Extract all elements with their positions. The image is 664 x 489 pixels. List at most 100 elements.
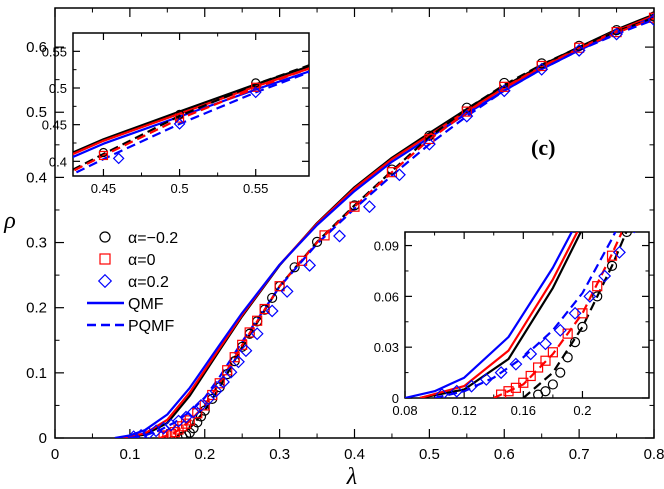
data-point-square <box>525 370 536 382</box>
data-point-square <box>532 362 544 373</box>
x-tick-label: 0.55 <box>243 181 268 196</box>
data-point-square <box>547 347 558 358</box>
data-point-square <box>192 408 203 419</box>
data-point-circle <box>577 321 588 332</box>
data-point-square <box>518 377 529 388</box>
legend-marker-circle <box>99 231 111 243</box>
data-point-square <box>174 113 185 123</box>
x-tick-label: 0.12 <box>451 403 476 418</box>
data-point-square <box>98 150 109 161</box>
y-tick-label: 0 <box>39 430 47 447</box>
data-point-square <box>574 42 585 53</box>
data-point-diamond <box>479 372 493 386</box>
data-point-diamond <box>134 428 148 438</box>
data-point-square <box>274 281 285 292</box>
data-point-diamond <box>127 430 141 438</box>
y-tick-label: 0.5 <box>26 104 47 121</box>
data-point-square <box>496 389 507 398</box>
x-tick-label: 0 <box>51 446 59 463</box>
data-point-diamond <box>216 375 230 389</box>
data-point-diamond <box>568 306 582 320</box>
y-tick-label: 0.09 <box>374 239 399 254</box>
x-tick-label: 0.45 <box>91 181 116 196</box>
x-tick-label: 0.7 <box>569 446 590 463</box>
data-point-diamond <box>250 327 264 341</box>
data-point-diamond <box>202 392 215 406</box>
data-point-square <box>577 308 588 319</box>
data-point-square <box>540 355 551 366</box>
inset-bottom-series <box>405 232 636 398</box>
data-point-diamond <box>535 62 549 76</box>
data-point-diamond <box>333 229 346 243</box>
data-point-circle <box>555 367 566 378</box>
legend-label: PQMF <box>128 318 174 335</box>
data-point-square <box>319 230 330 241</box>
x-tick-label: 0.1 <box>119 446 140 463</box>
legend-marker-diamond <box>97 273 113 289</box>
data-point-diamond <box>612 245 626 259</box>
y-tick-label: 0.4 <box>49 154 67 169</box>
x-tick-label: 0.6 <box>494 446 515 463</box>
data-point-diamond <box>392 168 406 182</box>
data-point-diamond <box>647 13 654 27</box>
data-point-diamond <box>555 0 565 5</box>
data-point-diamond <box>142 426 156 438</box>
data-point-diamond <box>239 344 253 358</box>
data-point-square <box>499 81 510 92</box>
data-point-diamond <box>598 269 612 283</box>
data-point-diamond <box>173 118 186 130</box>
data-point-diamond <box>112 152 125 165</box>
y-tick-label: 0.45 <box>42 118 67 133</box>
data-point-circle <box>289 262 300 273</box>
legend-marker-square <box>99 253 111 265</box>
data-point-diamond <box>422 137 436 151</box>
data-point-diamond <box>249 86 262 99</box>
inset-top-ticks: 0.45 0.5 0.55 0.4 0.45 0.5 0.55 <box>42 33 309 196</box>
legend-label: α=0 <box>128 252 156 269</box>
x-tick-label: 0.5 <box>419 446 440 463</box>
data-point-square <box>214 378 225 389</box>
data-point-diamond <box>572 43 586 57</box>
data-point-diamond <box>0 222 2 232</box>
y-tick-label: 0.6 <box>26 39 47 56</box>
y-tick-label: 0.3 <box>26 235 47 252</box>
data-point-diamond <box>187 405 200 419</box>
data-point-circle <box>562 352 573 363</box>
y-tick-label: 0.03 <box>374 340 399 355</box>
series-line-qmf-0-2 <box>419 232 583 398</box>
data-point-diamond <box>280 284 294 298</box>
data-point-diamond <box>494 366 508 380</box>
data-point-diamond <box>460 109 474 123</box>
main-axis-ticks: 0 0.1 0.2 0.3 0.4 0.5 0.6 0.7 0.800.10.20.30.40.… <box>26 8 664 463</box>
y-tick-label: 0.1 <box>26 365 47 382</box>
data-point-square <box>424 133 435 145</box>
data-point-circle <box>592 291 603 302</box>
x-tick-label: 0.2 <box>194 446 215 463</box>
data-point-square <box>461 106 472 117</box>
data-point-diamond <box>363 200 376 214</box>
x-axis-label: λ <box>346 464 357 489</box>
x-tick-label: 0.8 <box>644 446 664 463</box>
panel-label: (c) <box>531 135 555 160</box>
data-point-diamond <box>179 410 193 424</box>
data-point-square <box>296 255 308 266</box>
data-point-circle <box>540 386 551 397</box>
data-point-square <box>23 190 31 198</box>
data-point-diamond <box>303 258 317 272</box>
data-point-circle <box>23 189 31 197</box>
data-point-square <box>349 201 360 212</box>
series-line-qmf-0-2 <box>405 232 573 398</box>
data-point-diamond <box>149 424 163 438</box>
data-point-diamond <box>209 384 223 398</box>
inset-bottom-frame <box>404 231 650 399</box>
inset-top-series <box>0 0 565 232</box>
inset-bottom-ticks: 0.08 0.12 0.16 0.2 0 0.03 0.06 0.09 <box>374 232 649 418</box>
series-line-pqmf-0-2 <box>434 232 617 398</box>
data-point-diamond <box>539 337 552 351</box>
data-point-diamond <box>632 232 636 234</box>
data-point-square <box>251 82 261 92</box>
data-point-diamond <box>497 84 511 98</box>
data-point-diamond <box>450 384 464 398</box>
data-point-circle <box>569 337 581 348</box>
